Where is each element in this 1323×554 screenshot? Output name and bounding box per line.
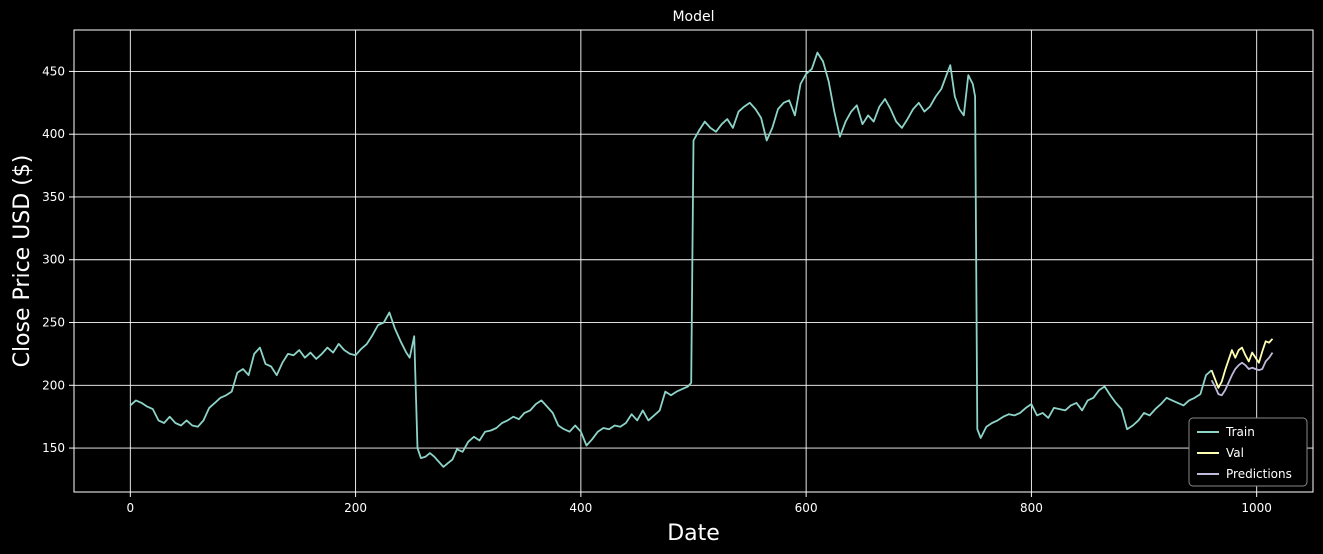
y-tick-label: 350 [42, 190, 65, 204]
legend: Train Val Predictions [1188, 417, 1308, 487]
y-tick-label: 450 [42, 64, 65, 78]
x-axis-label: Date [667, 521, 720, 546]
series-line-predictions [1210, 352, 1274, 397]
y-axis-label: Close Price USD ($) [10, 155, 35, 368]
x-tick-label: 400 [569, 501, 592, 515]
legend-label: Train [1225, 425, 1255, 439]
chart-title: Model [672, 9, 714, 25]
legend-label: Predictions [1226, 467, 1292, 481]
x-tick-label: 0 [126, 501, 134, 515]
series-group [129, 51, 1274, 468]
legend-label: Val [1226, 446, 1244, 460]
y-tick-label: 400 [42, 127, 65, 141]
series-line-train [129, 51, 1213, 468]
x-tick-label: 800 [1020, 501, 1043, 515]
series-line-val [1210, 338, 1274, 389]
x-tick-label: 200 [344, 501, 367, 515]
y-tick-label: 300 [42, 253, 65, 267]
legend-box [1188, 417, 1308, 487]
x-tick-label: 1000 [1241, 501, 1272, 515]
y-tick-label: 150 [42, 441, 65, 455]
y-tick-label: 250 [42, 316, 65, 330]
grid [74, 30, 1313, 492]
ticks: 0 200 400 600 800 1000 150 200 250 300 350 400 450 [42, 64, 1272, 515]
y-tick-label: 200 [42, 378, 65, 392]
plot-frame [73, 29, 1314, 493]
x-tick-label: 600 [795, 501, 818, 515]
